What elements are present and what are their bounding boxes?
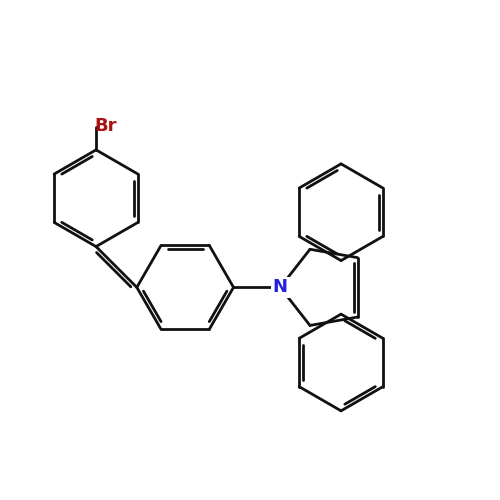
Text: Br: Br [94, 116, 117, 134]
Text: N: N [272, 278, 287, 296]
